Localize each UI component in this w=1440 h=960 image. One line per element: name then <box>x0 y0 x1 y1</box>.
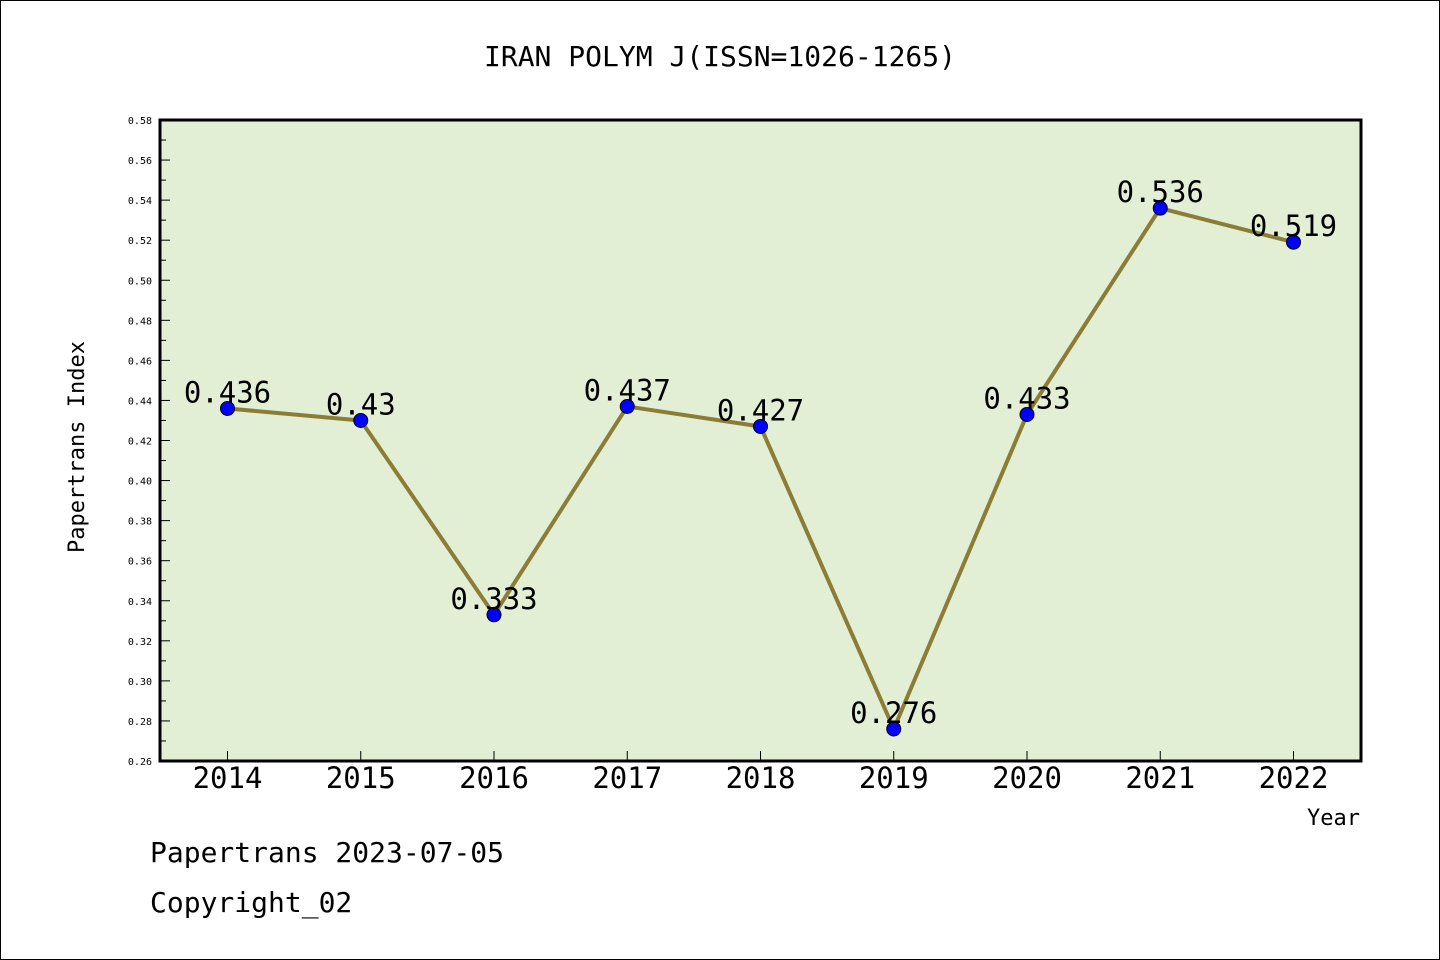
x-tick-label: 2022 <box>1259 761 1329 795</box>
x-tick-label: 2016 <box>459 761 529 795</box>
y-axis-label: Papertrans Index <box>65 341 90 553</box>
y-tick-label: 0.38 <box>128 517 152 528</box>
y-tick-label: 0.40 <box>128 477 152 488</box>
x-tick-label: 2014 <box>193 761 263 795</box>
data-point <box>220 400 235 416</box>
data-label: 0.437 <box>584 373 671 407</box>
x-tick-label: 2021 <box>1125 761 1195 795</box>
chart-title: IRAN POLYM J(ISSN=1026-1265) <box>484 40 956 73</box>
y-tick-label: 0.48 <box>128 316 152 327</box>
data-point <box>1152 200 1168 216</box>
x-tick-label: 2017 <box>592 761 662 795</box>
data-point <box>1286 234 1301 250</box>
y-tick-label: 0.42 <box>128 437 152 448</box>
y-tick-label: 0.52 <box>128 236 152 247</box>
footer-copyright: Copyright_02 <box>150 886 353 919</box>
x-axis-label: Year <box>1307 806 1360 831</box>
y-tick-label: 0.46 <box>128 356 152 367</box>
y-tick-label: 0.28 <box>128 717 152 728</box>
y-tick-label: 0.34 <box>128 597 152 608</box>
y-tick-label: 0.30 <box>128 677 152 688</box>
y-tick-label: 0.56 <box>128 156 152 167</box>
y-tick-label: 0.50 <box>128 276 152 287</box>
y-tick-label: 0.44 <box>128 396 152 407</box>
y-tick-label: 0.36 <box>128 557 152 568</box>
data-labels: 0.436 0.43 0.333 0.437 0.427 0.276 0.433 0.536 0… <box>184 175 1337 730</box>
y-tick-label: 0.54 <box>128 196 152 207</box>
data-label: 0.43 <box>326 387 396 421</box>
footer-date: Papertrans 2023-07-05 <box>150 836 505 869</box>
data-label: 0.536 <box>1117 175 1204 209</box>
data-label: 0.333 <box>450 582 537 616</box>
x-tick-label: 2018 <box>726 761 796 795</box>
data-point <box>619 398 635 414</box>
data-label: 0.427 <box>717 393 804 427</box>
data-point <box>753 418 768 434</box>
data-point <box>886 721 902 737</box>
data-markers <box>220 200 1301 737</box>
data-label: 0.433 <box>983 381 1070 415</box>
y-tick-label: 0.58 <box>128 116 152 127</box>
y-axis: 0.26 0.28 0.30 0.32 0.34 0.36 0.38 0.40 0.42 0.44… <box>128 116 170 768</box>
data-point <box>486 607 502 623</box>
x-tick-label: 2020 <box>992 761 1062 795</box>
x-tick-label: 2015 <box>326 761 396 795</box>
x-axis: 2014 2015 2016 2017 2018 2019 2020 2021 2022 <box>193 751 1329 795</box>
data-point <box>353 412 369 428</box>
data-label: 0.519 <box>1250 209 1337 243</box>
data-label: 0.436 <box>184 375 271 409</box>
x-tick-label: 2019 <box>859 761 929 795</box>
data-label: 0.276 <box>850 696 937 730</box>
data-point <box>1019 406 1035 422</box>
y-tick-label: 0.32 <box>128 637 152 648</box>
y-tick-label: 0.26 <box>128 757 152 768</box>
plot-area <box>158 118 1363 763</box>
